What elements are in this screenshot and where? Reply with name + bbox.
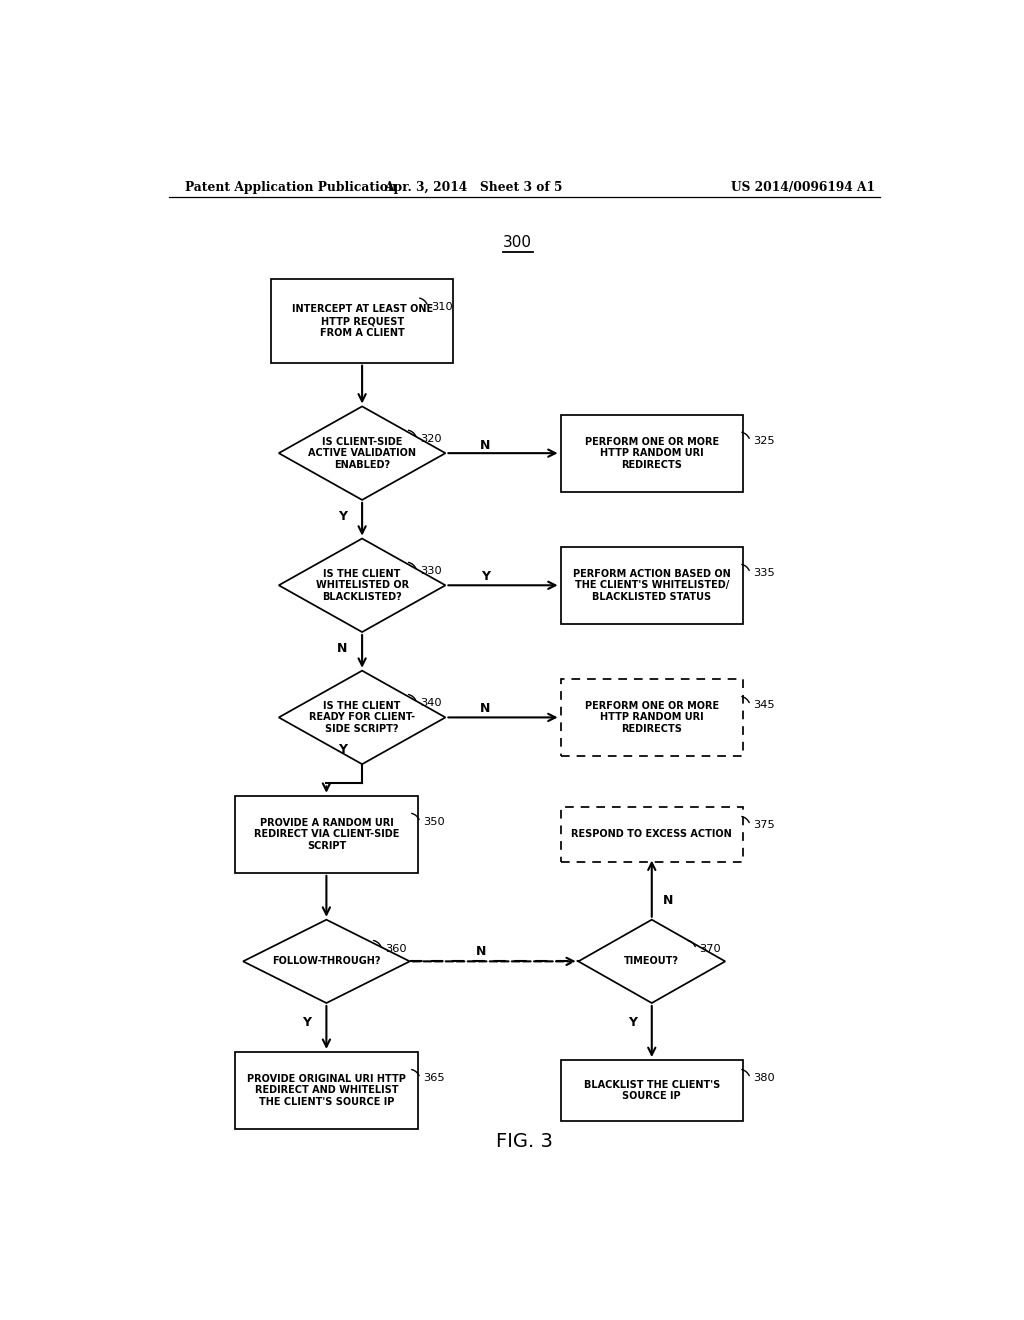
Text: Y: Y bbox=[338, 743, 347, 756]
Text: 325: 325 bbox=[754, 436, 775, 446]
Text: 330: 330 bbox=[420, 566, 441, 576]
Text: PROVIDE A RANDOM URI
REDIRECT VIA CLIENT-SIDE
SCRIPT: PROVIDE A RANDOM URI REDIRECT VIA CLIENT… bbox=[254, 817, 399, 851]
Text: 345: 345 bbox=[754, 700, 775, 710]
Polygon shape bbox=[579, 920, 725, 1003]
Text: INTERCEPT AT LEAST ONE
HTTP REQUEST
FROM A CLIENT: INTERCEPT AT LEAST ONE HTTP REQUEST FROM… bbox=[292, 305, 433, 338]
FancyBboxPatch shape bbox=[560, 807, 743, 862]
Text: Patent Application Publication: Patent Application Publication bbox=[185, 181, 397, 194]
Text: PERFORM ONE OR MORE
HTTP RANDOM URI
REDIRECTS: PERFORM ONE OR MORE HTTP RANDOM URI REDI… bbox=[585, 701, 719, 734]
Text: 340: 340 bbox=[420, 698, 441, 709]
Polygon shape bbox=[279, 671, 445, 764]
Text: 320: 320 bbox=[420, 434, 441, 444]
Text: 310: 310 bbox=[431, 302, 453, 312]
Text: PERFORM ACTION BASED ON
THE CLIENT'S WHITELISTED/
BLACKLISTED STATUS: PERFORM ACTION BASED ON THE CLIENT'S WHI… bbox=[572, 569, 731, 602]
Text: 300: 300 bbox=[503, 235, 531, 249]
Text: IS THE CLIENT
WHITELISTED OR
BLACKLISTED?: IS THE CLIENT WHITELISTED OR BLACKLISTED… bbox=[315, 569, 409, 602]
Text: US 2014/0096194 A1: US 2014/0096194 A1 bbox=[731, 181, 876, 194]
Text: TIMEOUT?: TIMEOUT? bbox=[625, 957, 679, 966]
Text: 350: 350 bbox=[423, 817, 445, 828]
Text: RESPOND TO EXCESS ACTION: RESPOND TO EXCESS ACTION bbox=[571, 829, 732, 840]
Text: Y: Y bbox=[338, 510, 347, 523]
Text: N: N bbox=[480, 702, 490, 714]
Text: Y: Y bbox=[480, 570, 489, 582]
Text: N: N bbox=[663, 894, 673, 907]
Text: N: N bbox=[480, 438, 490, 451]
Text: N: N bbox=[337, 642, 347, 655]
Text: N: N bbox=[476, 945, 486, 958]
Text: 380: 380 bbox=[754, 1073, 775, 1084]
FancyBboxPatch shape bbox=[560, 678, 743, 756]
Text: BLACKLIST THE CLIENT'S
SOURCE IP: BLACKLIST THE CLIENT'S SOURCE IP bbox=[584, 1080, 720, 1101]
Text: Y: Y bbox=[629, 1016, 637, 1028]
Text: 370: 370 bbox=[699, 944, 721, 954]
Text: Y: Y bbox=[302, 1016, 311, 1028]
Text: 335: 335 bbox=[754, 568, 775, 578]
Text: PERFORM ONE OR MORE
HTTP RANDOM URI
REDIRECTS: PERFORM ONE OR MORE HTTP RANDOM URI REDI… bbox=[585, 437, 719, 470]
Polygon shape bbox=[243, 920, 410, 1003]
Text: PROVIDE ORIGINAL URI HTTP
REDIRECT AND WHITELIST
THE CLIENT'S SOURCE IP: PROVIDE ORIGINAL URI HTTP REDIRECT AND W… bbox=[247, 1074, 406, 1107]
Text: FIG. 3: FIG. 3 bbox=[497, 1131, 553, 1151]
Polygon shape bbox=[279, 407, 445, 500]
Text: 365: 365 bbox=[423, 1073, 444, 1084]
Text: IS THE CLIENT
READY FOR CLIENT-
SIDE SCRIPT?: IS THE CLIENT READY FOR CLIENT- SIDE SCR… bbox=[309, 701, 415, 734]
FancyBboxPatch shape bbox=[560, 546, 743, 624]
FancyBboxPatch shape bbox=[270, 280, 454, 363]
Text: FOLLOW-THROUGH?: FOLLOW-THROUGH? bbox=[272, 957, 381, 966]
Text: 375: 375 bbox=[754, 820, 775, 830]
FancyBboxPatch shape bbox=[236, 796, 418, 873]
FancyBboxPatch shape bbox=[560, 1060, 743, 1121]
Polygon shape bbox=[279, 539, 445, 632]
Text: 360: 360 bbox=[385, 944, 407, 954]
Text: IS CLIENT-SIDE
ACTIVE VALIDATION
ENABLED?: IS CLIENT-SIDE ACTIVE VALIDATION ENABLED… bbox=[308, 437, 416, 470]
Text: Apr. 3, 2014   Sheet 3 of 5: Apr. 3, 2014 Sheet 3 of 5 bbox=[384, 181, 562, 194]
FancyBboxPatch shape bbox=[236, 1052, 418, 1129]
FancyBboxPatch shape bbox=[560, 414, 743, 492]
